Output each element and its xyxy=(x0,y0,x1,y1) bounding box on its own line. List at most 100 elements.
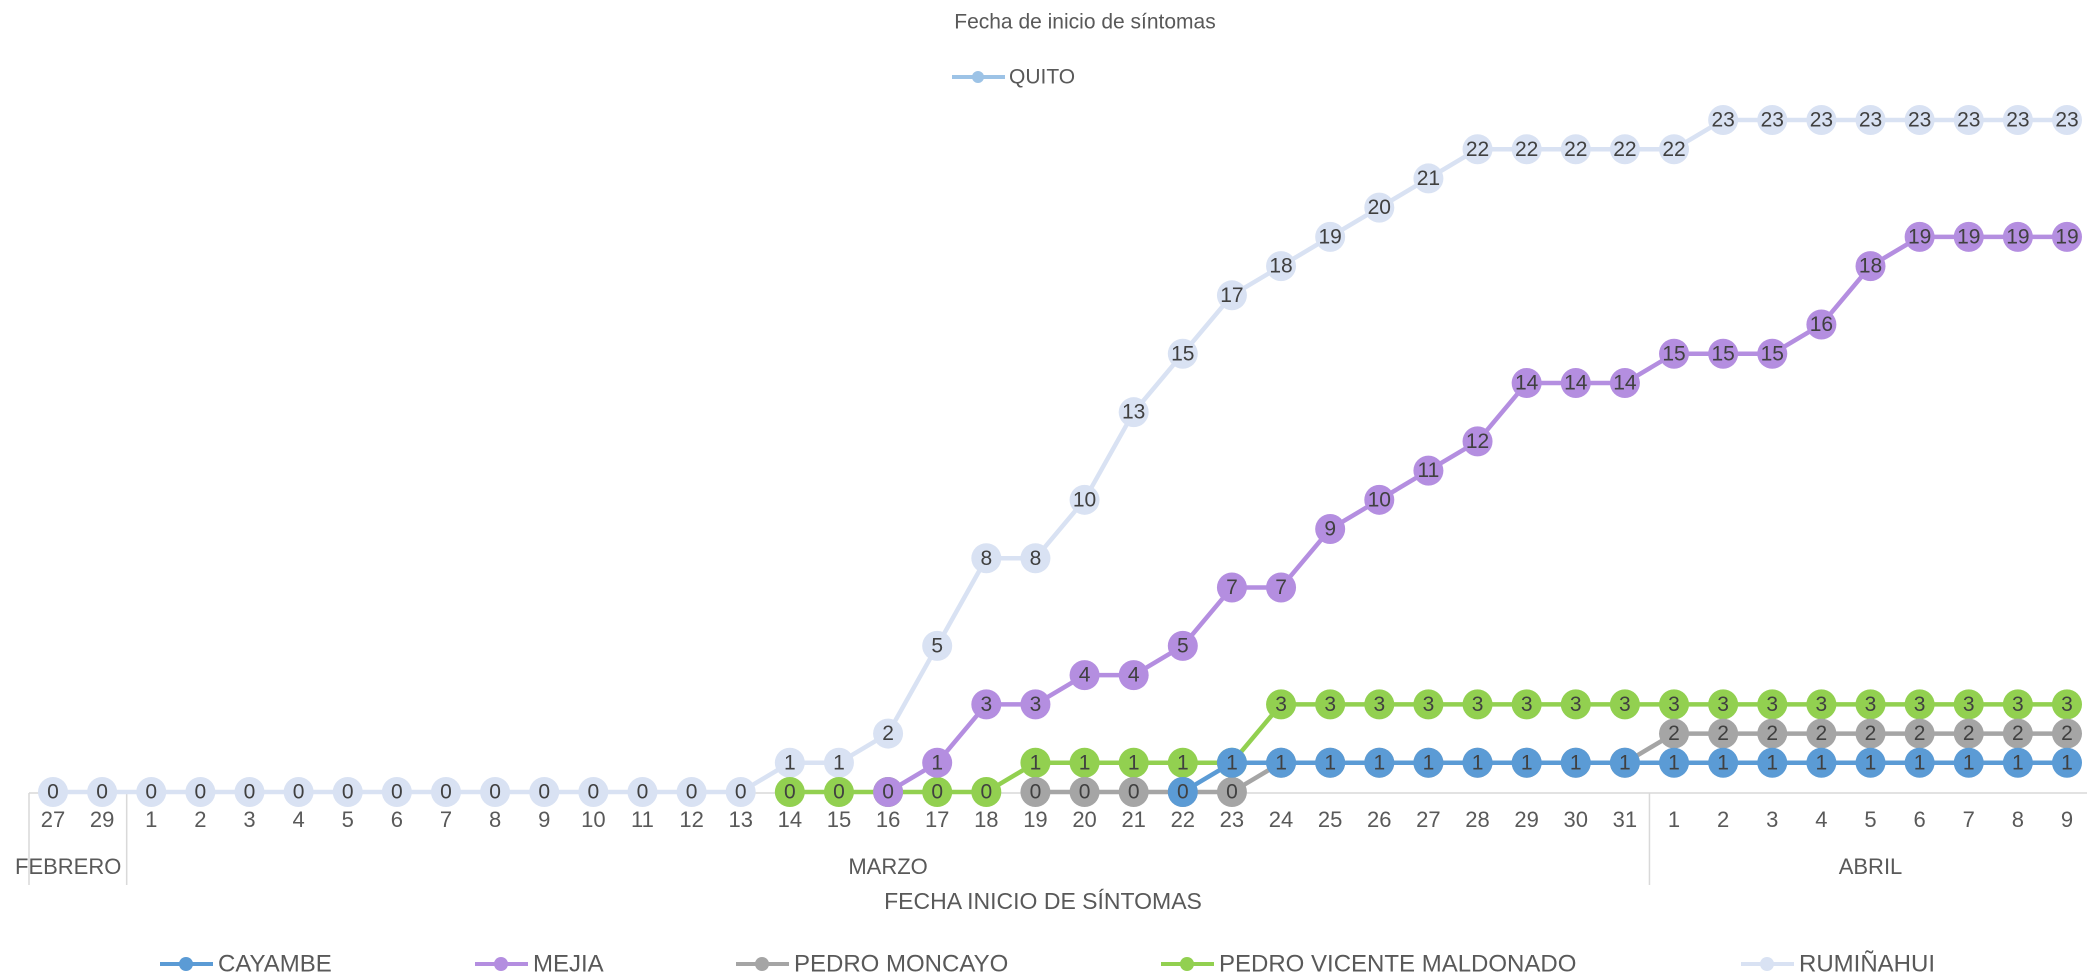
data-point xyxy=(1266,251,1297,282)
data-point xyxy=(1659,134,1690,165)
data-point xyxy=(1216,280,1247,311)
data-point xyxy=(2052,747,2082,778)
data-label: 19 xyxy=(2006,225,2029,248)
data-point xyxy=(1609,367,1640,398)
data-label: 1 xyxy=(1914,751,1926,774)
data-point xyxy=(1708,105,1739,135)
data-point xyxy=(1315,221,1346,252)
data-label: 3 xyxy=(1521,693,1533,716)
legend-marker xyxy=(972,71,984,83)
data-label: 1 xyxy=(1619,751,1631,774)
data-label: 4 xyxy=(1079,664,1091,687)
data-point xyxy=(1855,718,1886,749)
x-tick-label: 12 xyxy=(679,807,703,832)
data-label: 1 xyxy=(1668,751,1680,774)
data-point xyxy=(2052,221,2082,252)
data-label: 1 xyxy=(784,751,796,774)
data-label: 0 xyxy=(980,781,992,804)
data-point xyxy=(1708,689,1739,720)
x-tick-label: 22 xyxy=(1171,807,1195,832)
x-tick-label: 7 xyxy=(1963,807,1975,832)
data-label: 1 xyxy=(1865,751,1877,774)
data-point xyxy=(2002,221,2033,252)
data-point xyxy=(2002,747,2033,778)
data-point xyxy=(1069,484,1100,515)
data-label: 1 xyxy=(833,751,845,774)
data-label: 1 xyxy=(1423,751,1435,774)
data-label: 18 xyxy=(1269,255,1292,278)
data-point xyxy=(1511,689,1542,720)
x-tick-label: 26 xyxy=(1367,807,1391,832)
data-point xyxy=(1118,397,1149,428)
data-label: 3 xyxy=(2012,693,2024,716)
data-point xyxy=(1659,718,1690,749)
data-point xyxy=(1216,747,1247,778)
data-point xyxy=(1953,221,1984,252)
data-label: 23 xyxy=(1761,109,1784,132)
data-label: 2 xyxy=(1865,722,1877,745)
data-point xyxy=(1511,747,1542,778)
data-label: 3 xyxy=(2061,693,2073,716)
data-label: 0 xyxy=(489,781,501,804)
data-point xyxy=(1757,718,1788,749)
data-point xyxy=(1020,777,1051,807)
data-label: 13 xyxy=(1122,401,1145,424)
data-label: 2 xyxy=(1717,722,1729,745)
data-point xyxy=(1118,777,1149,807)
x-tick-label: 15 xyxy=(827,807,851,832)
data-label: 1 xyxy=(1570,751,1582,774)
data-label: 3 xyxy=(1914,693,1926,716)
x-axis-title: FECHA INICIO DE SÍNTOMAS xyxy=(884,888,1202,914)
data-label: 17 xyxy=(1220,284,1243,307)
data-label: 19 xyxy=(2055,225,2078,248)
data-point xyxy=(774,777,805,807)
data-point xyxy=(1904,718,1935,749)
data-point xyxy=(529,777,560,807)
data-point xyxy=(1904,221,1935,252)
data-point xyxy=(234,777,265,807)
data-label: 0 xyxy=(882,781,894,804)
x-tick-label: 1 xyxy=(1668,807,1680,832)
legend-marker xyxy=(1180,957,1194,971)
data-point xyxy=(1609,747,1640,778)
data-point xyxy=(1560,367,1591,398)
data-label: 10 xyxy=(1073,488,1096,511)
data-point xyxy=(1462,689,1493,720)
data-point xyxy=(922,747,953,778)
data-point xyxy=(2002,689,2033,720)
data-label: 15 xyxy=(1761,342,1784,365)
data-point xyxy=(1167,630,1198,661)
data-label: 22 xyxy=(1613,138,1636,161)
data-point xyxy=(1560,134,1591,165)
data-point xyxy=(1953,105,1984,135)
data-label: 0 xyxy=(195,781,207,804)
data-point xyxy=(1167,747,1198,778)
data-point xyxy=(1315,747,1346,778)
data-point xyxy=(1904,689,1935,720)
x-tick-label: 28 xyxy=(1465,807,1489,832)
data-point xyxy=(381,777,412,807)
data-point xyxy=(1757,689,1788,720)
data-label: 1 xyxy=(1373,751,1385,774)
x-tick-label: 19 xyxy=(1023,807,1047,832)
data-point xyxy=(1806,718,1837,749)
data-point xyxy=(971,543,1002,574)
chart-title: Fecha de inicio de síntomas xyxy=(954,11,1215,34)
data-label: 1 xyxy=(1963,751,1975,774)
data-label: 0 xyxy=(1177,781,1189,804)
data-label: 0 xyxy=(440,781,452,804)
data-label: 19 xyxy=(1318,225,1341,248)
x-tick-label: 31 xyxy=(1613,807,1637,832)
data-point xyxy=(1216,572,1247,603)
data-label: 19 xyxy=(1957,225,1980,248)
data-label: 7 xyxy=(1275,576,1287,599)
data-label: 23 xyxy=(2006,109,2029,132)
data-point xyxy=(1315,514,1346,545)
data-point xyxy=(1266,572,1297,603)
x-tick-label: 24 xyxy=(1269,807,1293,832)
x-tick-label: 27 xyxy=(1416,807,1440,832)
data-label: 3 xyxy=(1865,693,1877,716)
data-point xyxy=(1855,689,1886,720)
data-label: 2 xyxy=(1914,722,1926,745)
data-label: 14 xyxy=(1515,372,1539,395)
